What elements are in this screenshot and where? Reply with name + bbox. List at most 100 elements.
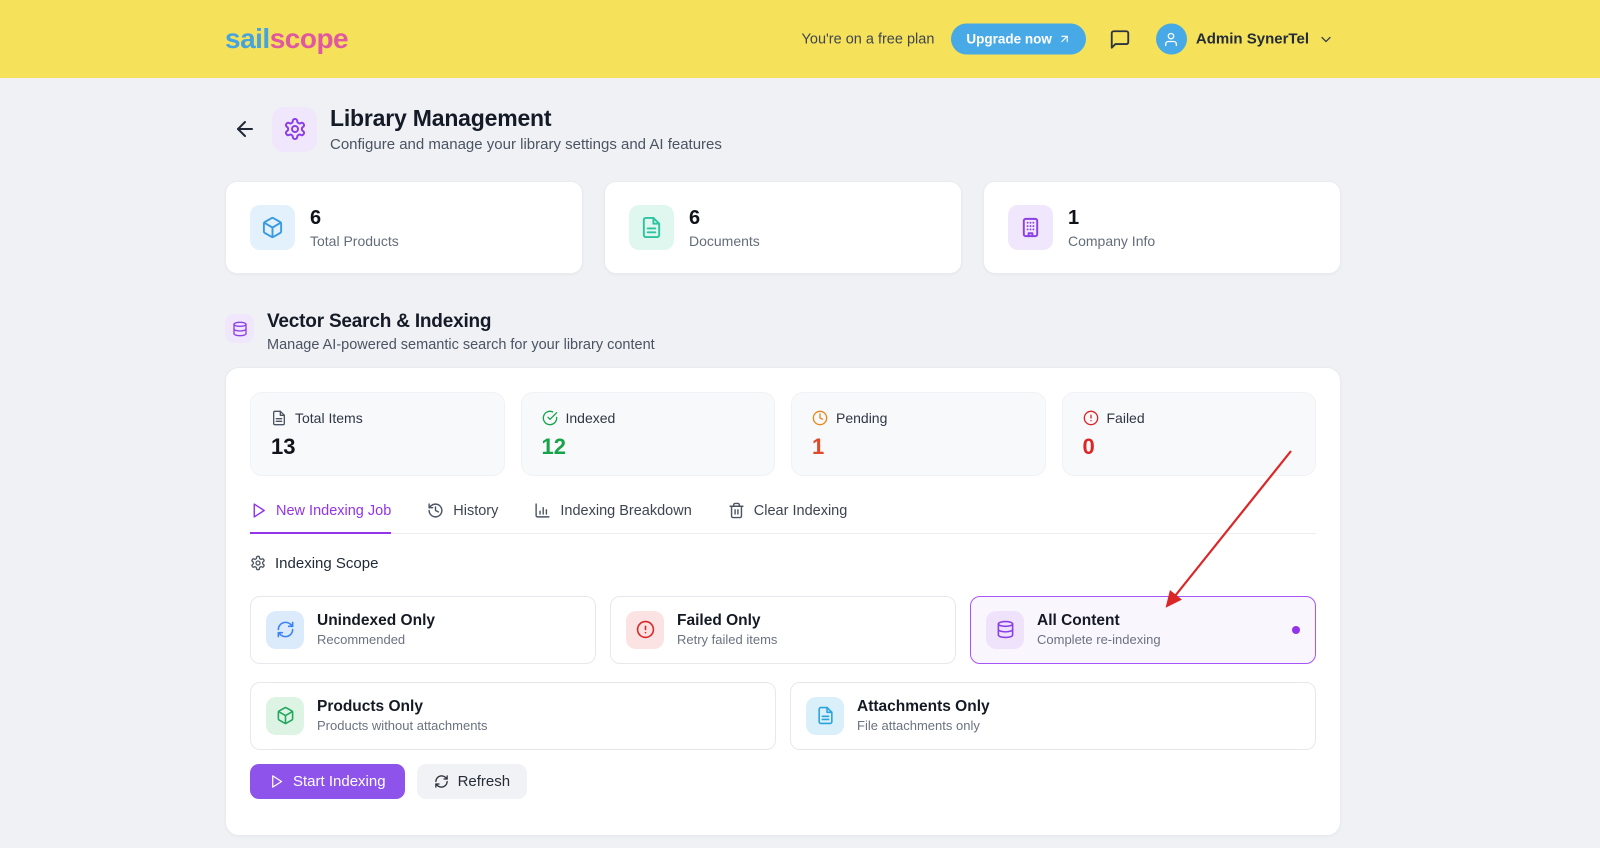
scope-options-row-1: Unindexed Only Recommended Failed Only R… <box>250 595 1316 664</box>
option-title: Products Only <box>317 698 423 715</box>
start-indexing-button[interactable]: Start Indexing <box>250 763 405 799</box>
arrow-up-right-icon <box>1058 33 1071 46</box>
upgrade-button-label: Upgrade now <box>966 31 1052 47</box>
option-subtitle: Retry failed items <box>677 632 778 647</box>
summary-label: Documents <box>689 232 760 249</box>
panel-actions: Start Indexing Refresh <box>250 763 1316 799</box>
vector-indexing-panel: Total Items 13 Indexed 12 Pending 1 <box>225 367 1341 836</box>
summary-card-documents: 6 Documents <box>604 181 962 274</box>
play-icon <box>269 774 284 789</box>
option-icon-tile <box>266 696 304 735</box>
user-menu[interactable]: Admin SynerTel <box>1155 23 1334 55</box>
upgrade-now-button[interactable]: Upgrade now <box>951 23 1086 55</box>
scope-option-failed-only[interactable]: Failed Only Retry failed items <box>610 595 956 664</box>
indexing-scope-header: Indexing Scope <box>250 555 1316 572</box>
summary-card-total-products: 6 Total Products <box>225 181 583 274</box>
summary-label: Company Info <box>1068 232 1156 249</box>
summary-label: Total Products <box>310 232 399 249</box>
plan-status-text: You're on a free plan <box>801 31 935 47</box>
option-title: Unindexed Only <box>317 612 435 629</box>
section-subtitle: Manage AI-powered semantic search for yo… <box>267 337 655 353</box>
chat-icon[interactable] <box>1109 28 1131 50</box>
play-icon <box>250 502 267 519</box>
file-icon <box>271 410 287 426</box>
trash-icon <box>728 502 745 519</box>
user-icon <box>1163 31 1179 47</box>
index-stats-row: Total Items 13 Indexed 12 Pending 1 <box>250 392 1316 476</box>
stat-value: 1 <box>812 434 825 459</box>
stat-value: 0 <box>1082 434 1095 459</box>
stat-label: Pending <box>836 410 888 426</box>
option-title: All Content <box>1037 612 1120 629</box>
back-button[interactable] <box>233 117 257 141</box>
scope-option-unindexed-only[interactable]: Unindexed Only Recommended <box>250 595 596 664</box>
tab-history[interactable]: History <box>427 502 498 533</box>
scope-option-products-only[interactable]: Products Only Products without attachmen… <box>250 681 776 750</box>
start-indexing-label: Start Indexing <box>293 772 386 790</box>
stat-label: Total Items <box>295 410 363 426</box>
tab-clear-indexing[interactable]: Clear Indexing <box>728 502 847 533</box>
tab-label: New Indexing Job <box>276 502 392 519</box>
tab-new-indexing-job[interactable]: New Indexing Job <box>250 502 392 534</box>
tab-indexing-breakdown[interactable]: Indexing Breakdown <box>534 502 692 533</box>
stat-value: 12 <box>541 434 566 459</box>
stat-failed: Failed 0 <box>1061 392 1316 476</box>
stat-total-items: Total Items 13 <box>250 392 505 476</box>
logo-part-scope: scope <box>269 23 349 54</box>
stat-pending: Pending 1 <box>791 392 1046 476</box>
top-header: sailscope You're on a free plan Upgrade … <box>0 0 1600 78</box>
option-title: Failed Only <box>677 612 761 629</box>
vector-section-header: Vector Search & Indexing Manage AI-power… <box>225 311 1341 353</box>
selected-indicator-dot <box>1292 625 1300 634</box>
page-icon-tile <box>272 106 317 152</box>
tab-label: Indexing Breakdown <box>560 502 692 519</box>
scope-option-all-content[interactable]: All Content Complete re-indexing <box>970 595 1316 664</box>
summary-icon-tile <box>250 205 295 250</box>
refresh-icon <box>434 774 449 789</box>
option-title: Attachments Only <box>857 698 990 715</box>
option-icon-tile <box>986 610 1024 649</box>
tab-label: History <box>453 502 499 519</box>
stat-value: 13 <box>271 434 296 459</box>
summary-value: 6 <box>310 206 322 229</box>
summary-cards-row: 6 Total Products 6 Documents 1 Company I… <box>225 181 1341 274</box>
refresh-button[interactable]: Refresh <box>416 763 528 799</box>
option-icon-tile <box>626 610 664 649</box>
option-icon-tile <box>266 610 304 649</box>
section-title: Vector Search & Indexing <box>267 311 492 332</box>
package-icon <box>276 706 295 725</box>
document-icon <box>816 706 835 725</box>
page-title: Library Management <box>330 105 552 131</box>
database-icon-tile <box>225 314 254 343</box>
option-subtitle: Recommended <box>317 632 406 647</box>
header-right-group: You're on a free plan Upgrade now Admin … <box>801 23 1334 55</box>
scope-options-row-2: Products Only Products without attachmen… <box>250 681 1316 750</box>
building-icon <box>1019 216 1042 239</box>
database-icon <box>232 321 248 337</box>
stat-label: Failed <box>1106 410 1145 426</box>
document-icon <box>640 216 663 239</box>
user-name: Admin SynerTel <box>1195 30 1309 48</box>
summary-value: 1 <box>1068 206 1080 229</box>
summary-card-company-info: 1 Company Info <box>983 181 1341 274</box>
summary-icon-tile <box>1008 205 1053 250</box>
chevron-down-icon <box>1318 31 1334 47</box>
page-subtitle: Configure and manage your library settin… <box>330 136 722 153</box>
option-subtitle: Complete re-indexing <box>1037 632 1161 647</box>
logo-part-sail: sail <box>225 23 270 54</box>
app-logo[interactable]: sailscope <box>225 23 349 55</box>
check-circle-icon <box>542 410 558 426</box>
stat-label: Indexed <box>565 410 616 426</box>
indexing-tabs: New Indexing Job History Indexing Breakd… <box>250 502 1316 534</box>
alert-circle-icon <box>636 620 655 639</box>
stat-indexed: Indexed 12 <box>520 392 775 476</box>
page-header: Library Management Configure and manage … <box>225 105 1341 153</box>
bar-chart-icon <box>534 502 551 519</box>
package-icon <box>261 216 284 239</box>
scope-option-attachments-only[interactable]: Attachments Only File attachments only <box>790 681 1316 750</box>
database-icon <box>996 620 1015 639</box>
avatar <box>1155 23 1187 55</box>
gear-icon <box>283 117 307 141</box>
indexing-scope-label: Indexing Scope <box>275 554 379 572</box>
summary-icon-tile <box>629 205 674 250</box>
